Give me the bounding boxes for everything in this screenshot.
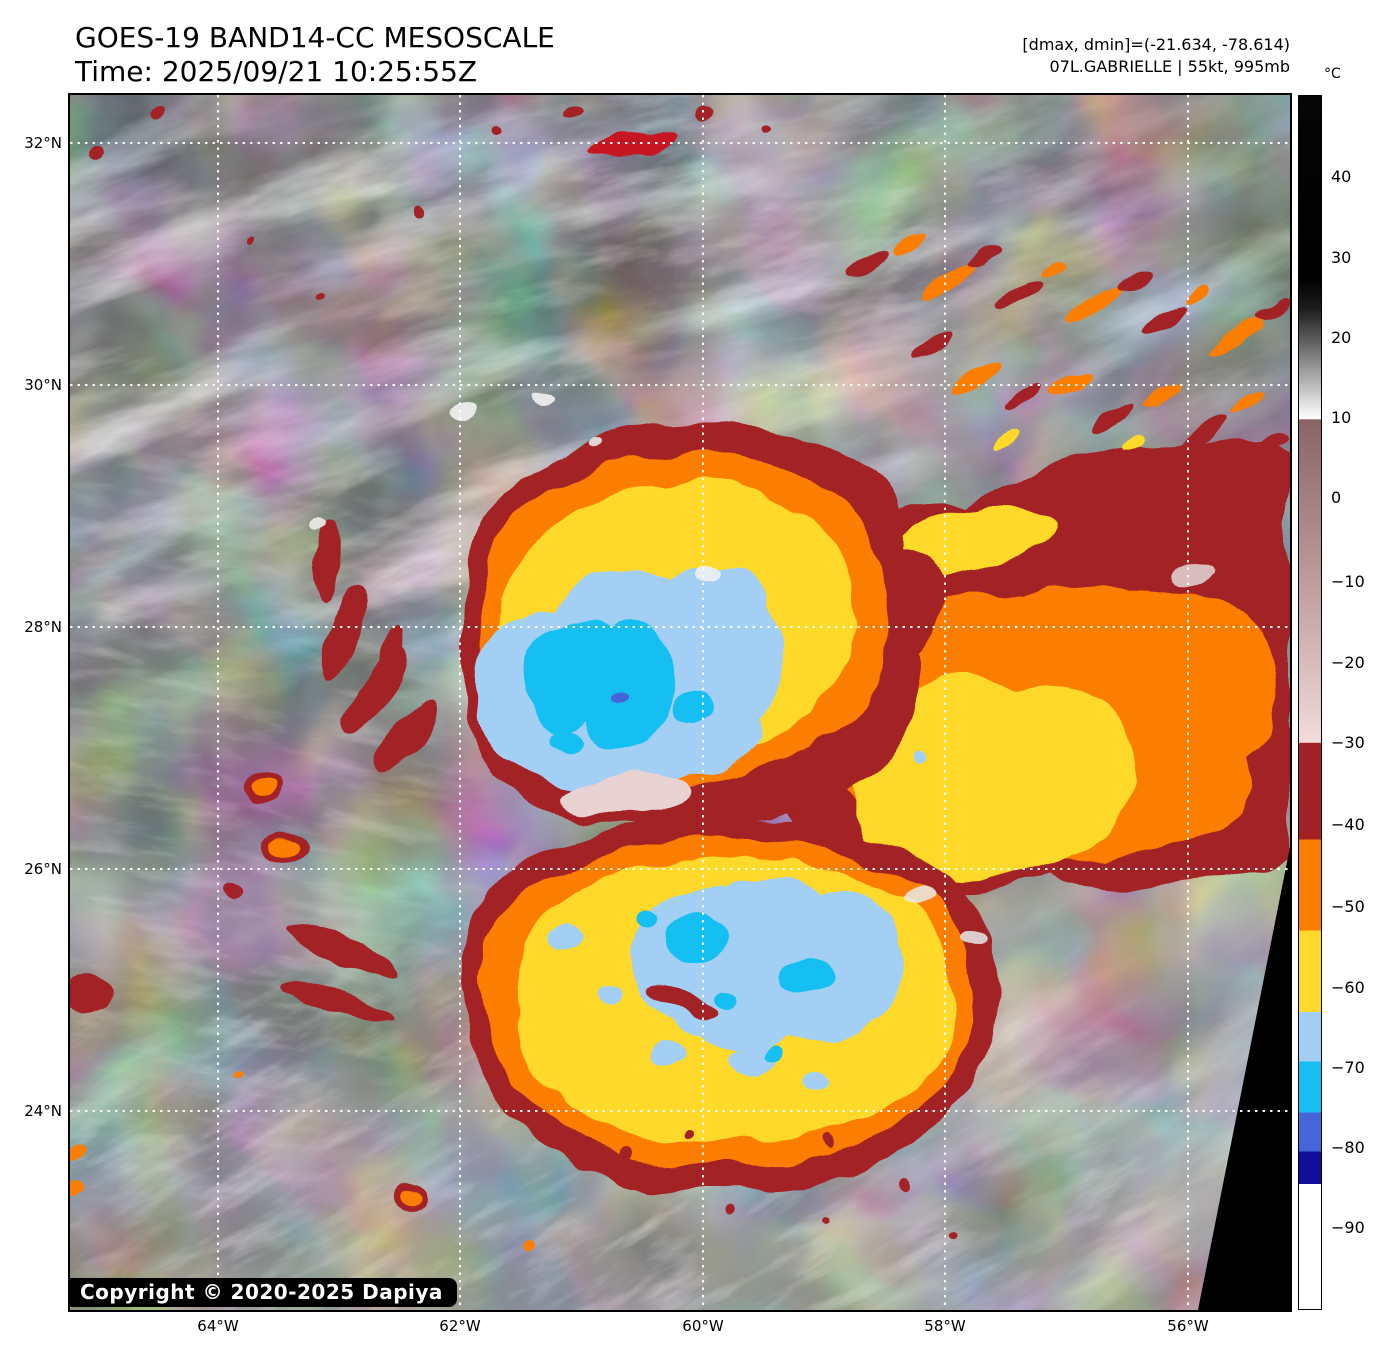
latitude-tick: 30°N [24,376,62,394]
graticule [70,95,1290,1310]
colorbar-tick: 0 [1331,488,1342,508]
product-title: GOES-19 BAND14-CC MESOSCALE [75,21,555,54]
colorbar-tick: 20 [1331,328,1352,348]
longitude-tick: 58°W [924,1317,966,1335]
header-metrics: [dmax, dmin]=(-21.634, -78.614) 07L.GABR… [1022,34,1290,78]
page-title: GOES-19 BAND14-CC MESOSCALE Time: 2025/0… [75,21,555,89]
colorbar-unit-label: °C [1324,66,1341,82]
longitude-tick: 62°W [439,1317,481,1335]
timestamp: Time: 2025/09/21 10:25:55Z [75,55,478,89]
colorbar-tick: −20 [1331,653,1365,673]
colorbar-tick: 40 [1331,167,1352,187]
longitude-tick: 64°W [197,1317,239,1335]
storm-info: 07L.GABRIELLE | 55kt, 995mb [1049,57,1290,77]
satellite-image [70,95,1290,1310]
longitude-tick: 60°W [682,1317,724,1335]
colorbar-tick: −90 [1331,1218,1365,1238]
convection-layer [461,421,1290,1193]
colorbar-tick: −10 [1331,572,1365,592]
satellite-map: Copyright © 2020-2025 Dapiya [68,93,1292,1312]
colorbar-tick: −50 [1331,897,1365,917]
colorbar-tick: −60 [1331,978,1365,998]
scan-edge-wedge [1198,847,1290,1310]
colorbar-tick: 30 [1331,248,1352,268]
colorbar-tick: 10 [1331,408,1352,428]
latitude-tick: 32°N [24,134,62,152]
dmax-dmin-readout: [dmax, dmin]=(-21.634, -78.614) [1022,35,1290,54]
latitude-tick: 26°N [24,860,62,878]
speckle-bands-layer [70,107,1290,1251]
colorbar-tick: −40 [1331,815,1365,835]
colorbar-tick: −30 [1331,733,1365,753]
colorbar-tick: −80 [1331,1138,1365,1158]
temperature-colorbar [1298,95,1322,1310]
copyright-badge: Copyright © 2020-2025 Dapiya [70,1278,457,1307]
latitude-tick: 24°N [24,1102,62,1120]
colorbar-tick: −70 [1331,1058,1365,1078]
latitude-tick: 28°N [24,618,62,636]
longitude-tick: 56°W [1167,1317,1209,1335]
